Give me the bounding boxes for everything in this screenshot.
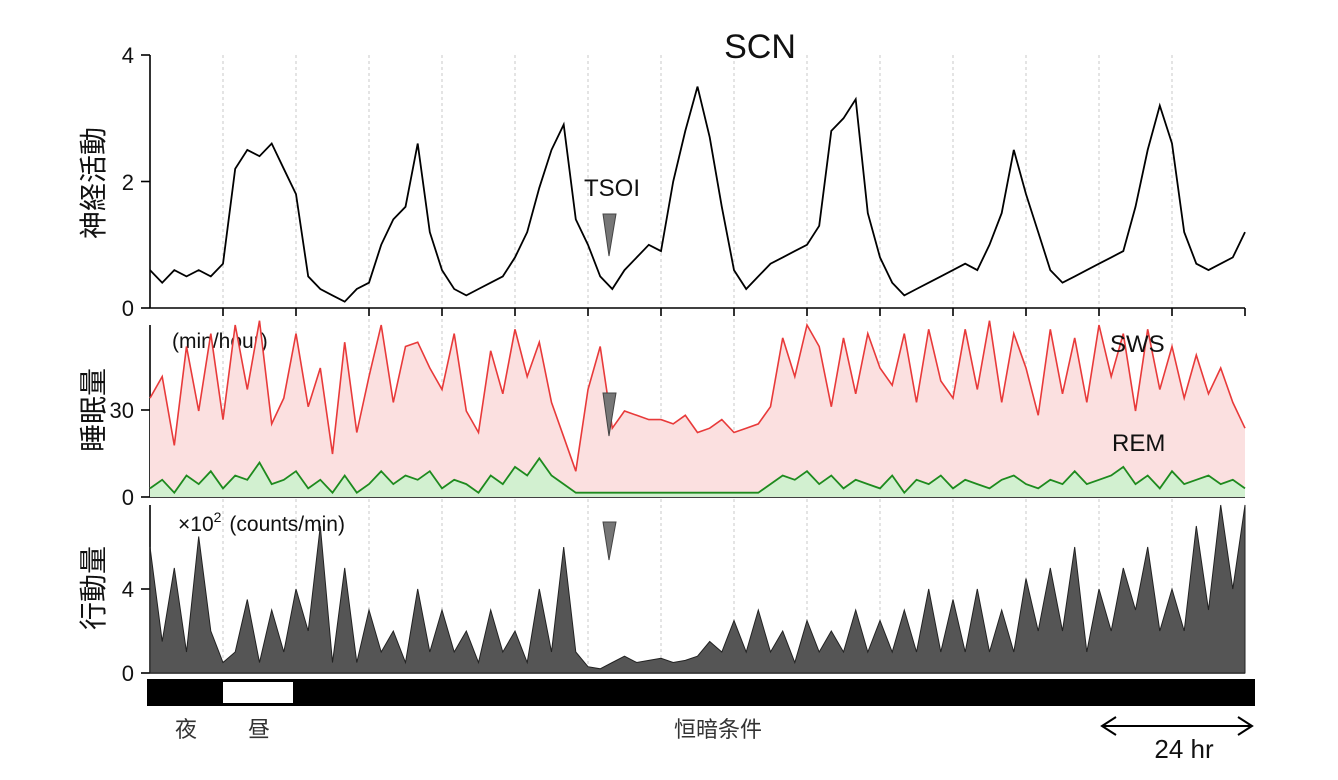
sws-label: SWS — [1110, 331, 1165, 358]
light-dark-bar: 夜 昼 恒暗条件 24 hr — [147, 679, 1255, 764]
panel1-x-ticks — [222, 308, 1246, 316]
activity-arrow-icon — [602, 521, 617, 561]
panel-sleep: 睡眠量 (min/hour) 0 30 SWS REM — [78, 320, 1246, 510]
label-night: 夜 — [175, 718, 197, 743]
rem-label: REM — [1112, 430, 1165, 457]
panel1-ytick-label-0: 0 — [122, 296, 134, 321]
panel3-ytick-label-4: 4 — [122, 577, 134, 602]
panel-activity: 行動量 ×102 (counts/min) 0 4 — [78, 504, 1246, 686]
panel1-ytick-label-4: 4 — [122, 43, 134, 68]
sws-line — [149, 320, 1246, 472]
panel3-ylabel: 行動量 — [78, 546, 109, 630]
panel1-ylabel: 神経活動 — [78, 127, 109, 239]
scale-arrow-right-icon — [1237, 716, 1254, 736]
rem-line — [149, 456, 1246, 495]
panel3-unit-exp: 2 — [214, 509, 222, 525]
scn-activity-line — [149, 86, 1246, 303]
dark-bar — [147, 679, 1255, 706]
scale-label: 24 hr — [1154, 734, 1214, 764]
vertical-gridlines — [222, 55, 1173, 673]
activity-area — [149, 504, 1246, 674]
panel-scn: SCN 神経活動 0 2 4 TSOI — [78, 28, 1246, 321]
label-constant-dark: 恒暗条件 — [674, 718, 762, 743]
panel3-unit-prefix: ×10 — [178, 513, 214, 536]
rem-area — [150, 458, 1245, 497]
panel2-unit: (min/hour) — [172, 330, 268, 353]
panel3-unit-suffix: (counts/min) — [229, 513, 345, 536]
tsoi-arrow-icon — [602, 213, 617, 257]
tsoi-annotation: TSOI — [584, 175, 640, 202]
label-day: 昼 — [248, 718, 270, 743]
light-period — [223, 682, 293, 703]
panel2-ytick-label-0: 0 — [122, 485, 134, 510]
panel2-ytick-label-30: 30 — [110, 398, 134, 423]
panel3-unit: ×102 (counts/min) — [178, 509, 345, 536]
panel1-ytick-label-2: 2 — [122, 170, 134, 195]
chart-title: SCN — [724, 28, 796, 66]
sleep-arrow-icon — [602, 392, 617, 437]
sws-area — [150, 320, 1245, 497]
panel3-ytick-label-0: 0 — [122, 661, 134, 686]
panel2-ylabel: 睡眠量 — [78, 368, 109, 452]
scale-arrow-left-icon — [1100, 716, 1117, 736]
